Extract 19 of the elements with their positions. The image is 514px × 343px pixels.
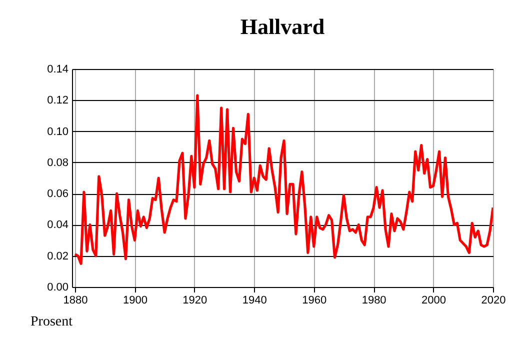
chart-title: Hallvard [240,14,325,39]
y-tick-label: 0.12 [47,94,68,107]
y-tick-label: 0.10 [47,126,68,138]
x-tick-label: 1940 [242,294,267,306]
x-tick-label: 2020 [481,294,506,306]
y-tick-label: 0.04 [47,219,68,232]
y-axis-title: Prosent [30,314,73,330]
x-tick-label: 1960 [302,294,327,306]
y-tick-label: 0.14 [47,64,68,76]
y-tick-label: 0.06 [47,188,68,200]
x-tick-label: 1880 [63,294,88,306]
x-tick-label: 1980 [362,294,386,306]
y-tick-label: 0.02 [47,250,68,262]
x-tick-label: 2000 [422,294,446,306]
y-tick-label: 0.00 [47,282,68,294]
x-tick-label: 1900 [122,294,148,306]
x-tick-label: 1920 [182,294,208,306]
y-tick-label: 0.08 [47,156,68,169]
line-series [74,94,493,265]
